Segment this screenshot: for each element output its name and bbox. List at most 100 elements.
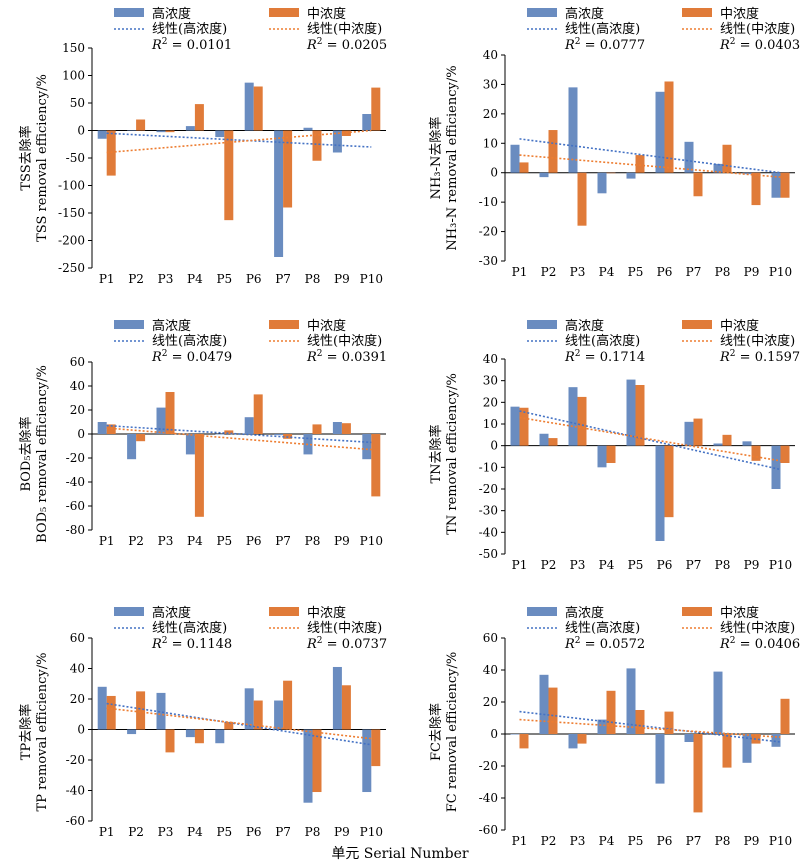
legend-label-mid: 中浓度 [720, 605, 759, 621]
bar-high-P9 [332, 422, 342, 434]
legend-label-high-fit: 线性(高浓度) [152, 620, 227, 636]
bar-mid-P4 [606, 445, 616, 463]
bar-high-P9 [742, 172, 752, 175]
bar-mid-P3 [165, 392, 175, 434]
panel-5: 60 40 20 0 -20 -40 -60 P1 P2 P3 P4 P5 P6 P7 P8 P9 P10 高浓度… [18, 605, 387, 839]
y-tick-label: -60 [66, 814, 85, 828]
y-tick-label: -100 [58, 179, 85, 193]
bar-mid-P3 [165, 729, 175, 753]
x-tick-label: P1 [512, 558, 528, 572]
x-tick-label: P5 [628, 265, 644, 279]
bar-high-P4 [185, 126, 195, 131]
r2-mid-label: R2 = 0.0403 [719, 37, 800, 53]
bar-high-P4 [597, 445, 607, 468]
bar-high-P10 [362, 729, 372, 793]
bar-high-P7 [274, 434, 284, 436]
bar-mid-P8 [722, 734, 732, 768]
bar-mid-P9 [751, 445, 761, 461]
r2-mid-label: R2 = 0.0406 [719, 636, 800, 652]
x-tick-label: P4 [187, 534, 203, 548]
bar-mid-P9 [341, 423, 351, 434]
bar-high-P7 [684, 141, 694, 173]
bar-high-P8 [713, 671, 723, 734]
x-tick-label: P8 [305, 825, 321, 839]
r2-high-label: R2 = 0.0101 [151, 37, 232, 53]
legend-label-mid-fit: 线性(中浓度) [307, 620, 382, 636]
y-tick-label: 0 [77, 124, 85, 138]
bar-high-P2 [127, 729, 137, 735]
bar-mid-P7 [693, 734, 703, 813]
bar-mid-P10 [371, 729, 381, 767]
y-tick-label: -30 [479, 504, 498, 518]
y-tick-label: -150 [58, 206, 85, 220]
bar-high-P3 [156, 407, 166, 434]
y-tick-label: 40 [483, 352, 498, 366]
panel-6: 60 40 20 0 -20 -40 -60 P1 P2 P3 P4 P5 P6 P7 P8 P9 P10 高浓度… [428, 605, 800, 848]
y-tick-label: -20 [479, 225, 498, 239]
bar-mid-P6 [664, 711, 674, 734]
bar-mid-P5 [224, 721, 234, 730]
y-tick-label: 0 [77, 723, 85, 737]
x-tick-label: P5 [216, 534, 232, 548]
x-tick-label: P6 [246, 825, 262, 839]
bar-mid-P5 [635, 385, 645, 446]
legend-label-mid: 中浓度 [307, 318, 346, 334]
x-tick-label: P3 [570, 558, 586, 572]
bar-high-P10 [362, 434, 372, 460]
x-tick-label: P8 [305, 534, 321, 548]
x-tick-label: P7 [275, 272, 291, 286]
bar-high-P7 [684, 421, 694, 446]
y-axis-label: TSS去除率TSS removal efficiency/% [18, 74, 50, 242]
bar-high-P6 [244, 417, 254, 434]
y-tick-label: 60 [70, 355, 85, 369]
y-tick-label: 20 [483, 107, 498, 121]
bar-high-P7 [684, 734, 694, 742]
trendline-mid [106, 427, 372, 451]
y-tick-label: 60 [483, 631, 498, 645]
bar-mid-P7 [693, 172, 703, 197]
r2-mid-label: R2 = 0.0737 [306, 636, 387, 652]
y-tick-label: 150 [62, 41, 85, 55]
x-tick-label: P6 [657, 558, 673, 572]
legend-label-mid-fit: 线性(中浓度) [720, 21, 795, 37]
bar-mid-P6 [664, 81, 674, 173]
x-tick-label: P8 [305, 272, 321, 286]
y-tick-label: 0 [490, 727, 498, 741]
x-tick-label: P1 [99, 534, 115, 548]
y-tick-label: -40 [66, 475, 85, 489]
bar-mid-P7 [283, 680, 293, 730]
legend-label-high: 高浓度 [565, 318, 604, 334]
bar-mid-P2 [136, 119, 146, 131]
bar-mid-P8 [312, 424, 322, 434]
y-tick-label: 100 [62, 69, 85, 83]
r2-high-label: R2 = 0.0572 [564, 636, 645, 652]
x-tick-label: P6 [657, 834, 673, 848]
x-tick-label: P6 [246, 272, 262, 286]
bar-high-P4 [597, 719, 607, 734]
x-tick-label: P10 [769, 834, 792, 848]
y-tick-label: 20 [483, 395, 498, 409]
x-tick-label: P2 [128, 534, 144, 548]
x-tick-label: P4 [187, 272, 203, 286]
legend-label-mid: 中浓度 [720, 6, 759, 22]
bar-mid-P8 [312, 130, 322, 161]
bar-mid-P1 [519, 162, 529, 173]
x-tick-label: P2 [128, 272, 144, 286]
legend-swatch-mid [682, 607, 712, 616]
y-tick-label: 50 [70, 96, 85, 110]
bar-mid-P1 [106, 695, 116, 730]
y-tick-label: 20 [483, 695, 498, 709]
bar-mid-P6 [664, 445, 674, 518]
x-tick-label: P9 [334, 534, 350, 548]
y-tick-label: 40 [70, 662, 85, 676]
bar-mid-P8 [722, 144, 732, 173]
legend-label-mid-fit: 线性(中浓度) [307, 21, 382, 37]
trendline-mid [519, 718, 781, 738]
bar-mid-P1 [106, 130, 116, 176]
bar-mid-P8 [312, 729, 322, 793]
y-axis-label: TN去除率TN removal efficiency/% [428, 373, 460, 535]
legend-swatch-high [527, 607, 557, 616]
bar-high-P10 [771, 445, 781, 489]
x-tick-label: P1 [512, 265, 528, 279]
